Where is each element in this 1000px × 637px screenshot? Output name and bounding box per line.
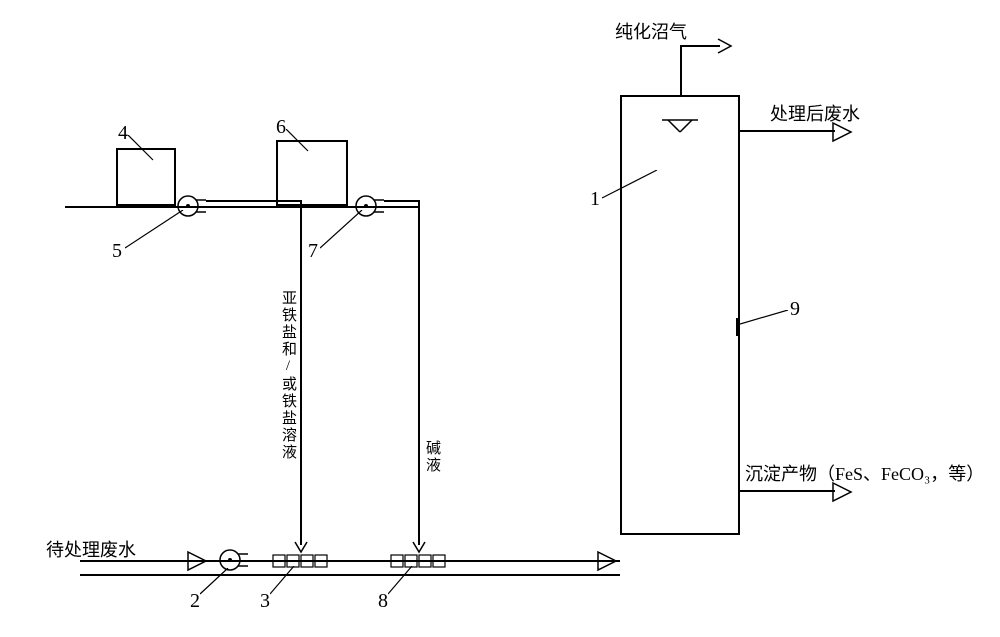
num-7: 7: [308, 240, 318, 263]
iron-arrow-down: [293, 540, 309, 554]
gas-outlet-hline: [680, 45, 720, 47]
gas-outlet-vline: [680, 45, 682, 95]
alkali-arrow-down: [411, 540, 427, 554]
alkali-label: 碱液: [422, 440, 443, 474]
num-1: 1: [590, 188, 600, 211]
num-3: 3: [260, 590, 270, 613]
leader-6: [286, 129, 316, 157]
wastewater-label: 待处理废水: [46, 536, 136, 562]
precipitate-outlet-line: [740, 490, 835, 492]
alkali-line-h: [384, 200, 418, 202]
treated-outlet-line: [740, 130, 835, 132]
leader-1: [602, 170, 662, 200]
treated-label: 处理后废水: [770, 100, 860, 126]
reactor-tank: [620, 95, 740, 535]
iron-solution-label: 亚铁盐和/或铁盐溶液: [278, 290, 299, 461]
num-6: 6: [276, 116, 286, 139]
gas-arrow: [716, 37, 734, 55]
leader-7: [320, 210, 368, 250]
leader-4: [128, 135, 158, 165]
precipitate-label: 沉淀产物（FeS、FeCO₃，等）: [745, 460, 984, 486]
leader-8: [388, 566, 416, 596]
gas-label: 纯化沼气: [615, 18, 687, 44]
num-4: 4: [118, 122, 128, 145]
diagram-container: 纯化沼气 处理后废水 沉淀产物（FeS、FeCO₃，等）: [0, 0, 1000, 637]
num-8: 8: [378, 590, 388, 613]
alkali-line-v: [418, 200, 420, 545]
leader-2: [200, 568, 232, 596]
port-9: [736, 318, 738, 336]
leader-3: [270, 566, 298, 596]
water-level-symbol: [660, 118, 700, 136]
iron-line-v: [300, 200, 302, 545]
num-5: 5: [112, 240, 122, 263]
leader-9: [740, 310, 792, 326]
into-reactor-arrow: [596, 549, 620, 573]
iron-line-h: [206, 200, 300, 202]
main-pipe: [80, 560, 620, 562]
num-2: 2: [190, 590, 200, 613]
leader-5: [125, 210, 190, 250]
main-pipe-baseline: [80, 574, 620, 576]
